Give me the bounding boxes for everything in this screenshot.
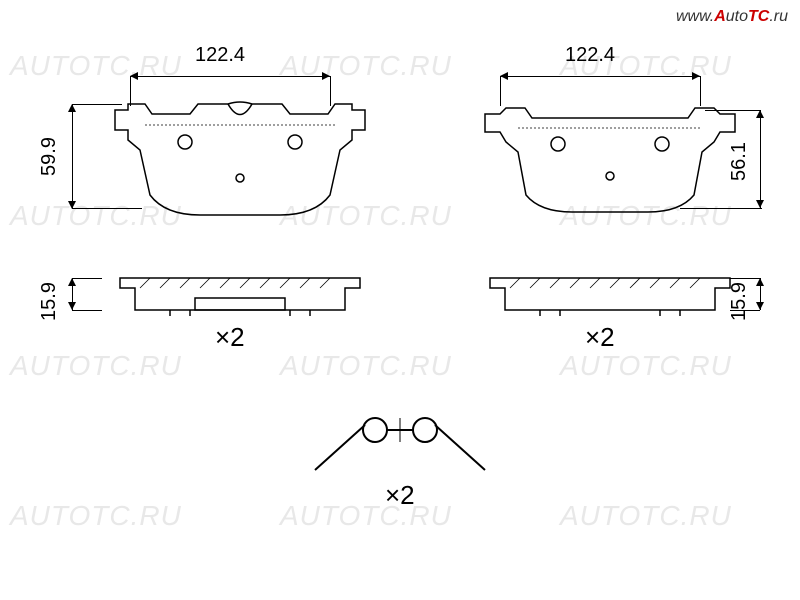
dim-thick-left: 15.9 <box>38 282 61 321</box>
clip-spring: ×2 <box>310 410 490 520</box>
left-pad-side: 15.9 ×2 <box>60 270 380 360</box>
right-pad-side: 15.9 ×2 <box>430 270 770 360</box>
left-pad-front: 122.4 59.9 <box>60 50 380 250</box>
qty-clip: ×2 <box>385 480 415 511</box>
pad-outline-right <box>470 100 750 230</box>
site-logo: www.AutoTC.ru <box>676 8 788 26</box>
dim-height-left: 59.9 <box>38 137 61 176</box>
qty-right: ×2 <box>585 322 615 353</box>
side-outline-right <box>470 270 750 320</box>
qty-left: ×2 <box>215 322 245 353</box>
right-pad-front: 122.4 56.1 <box>430 50 750 250</box>
pad-outline-left <box>100 100 380 230</box>
clip-outline <box>310 410 490 480</box>
side-outline-left <box>100 270 380 320</box>
dim-width-right: 122.4 <box>565 44 615 67</box>
dim-width-left: 122.4 <box>195 44 245 67</box>
